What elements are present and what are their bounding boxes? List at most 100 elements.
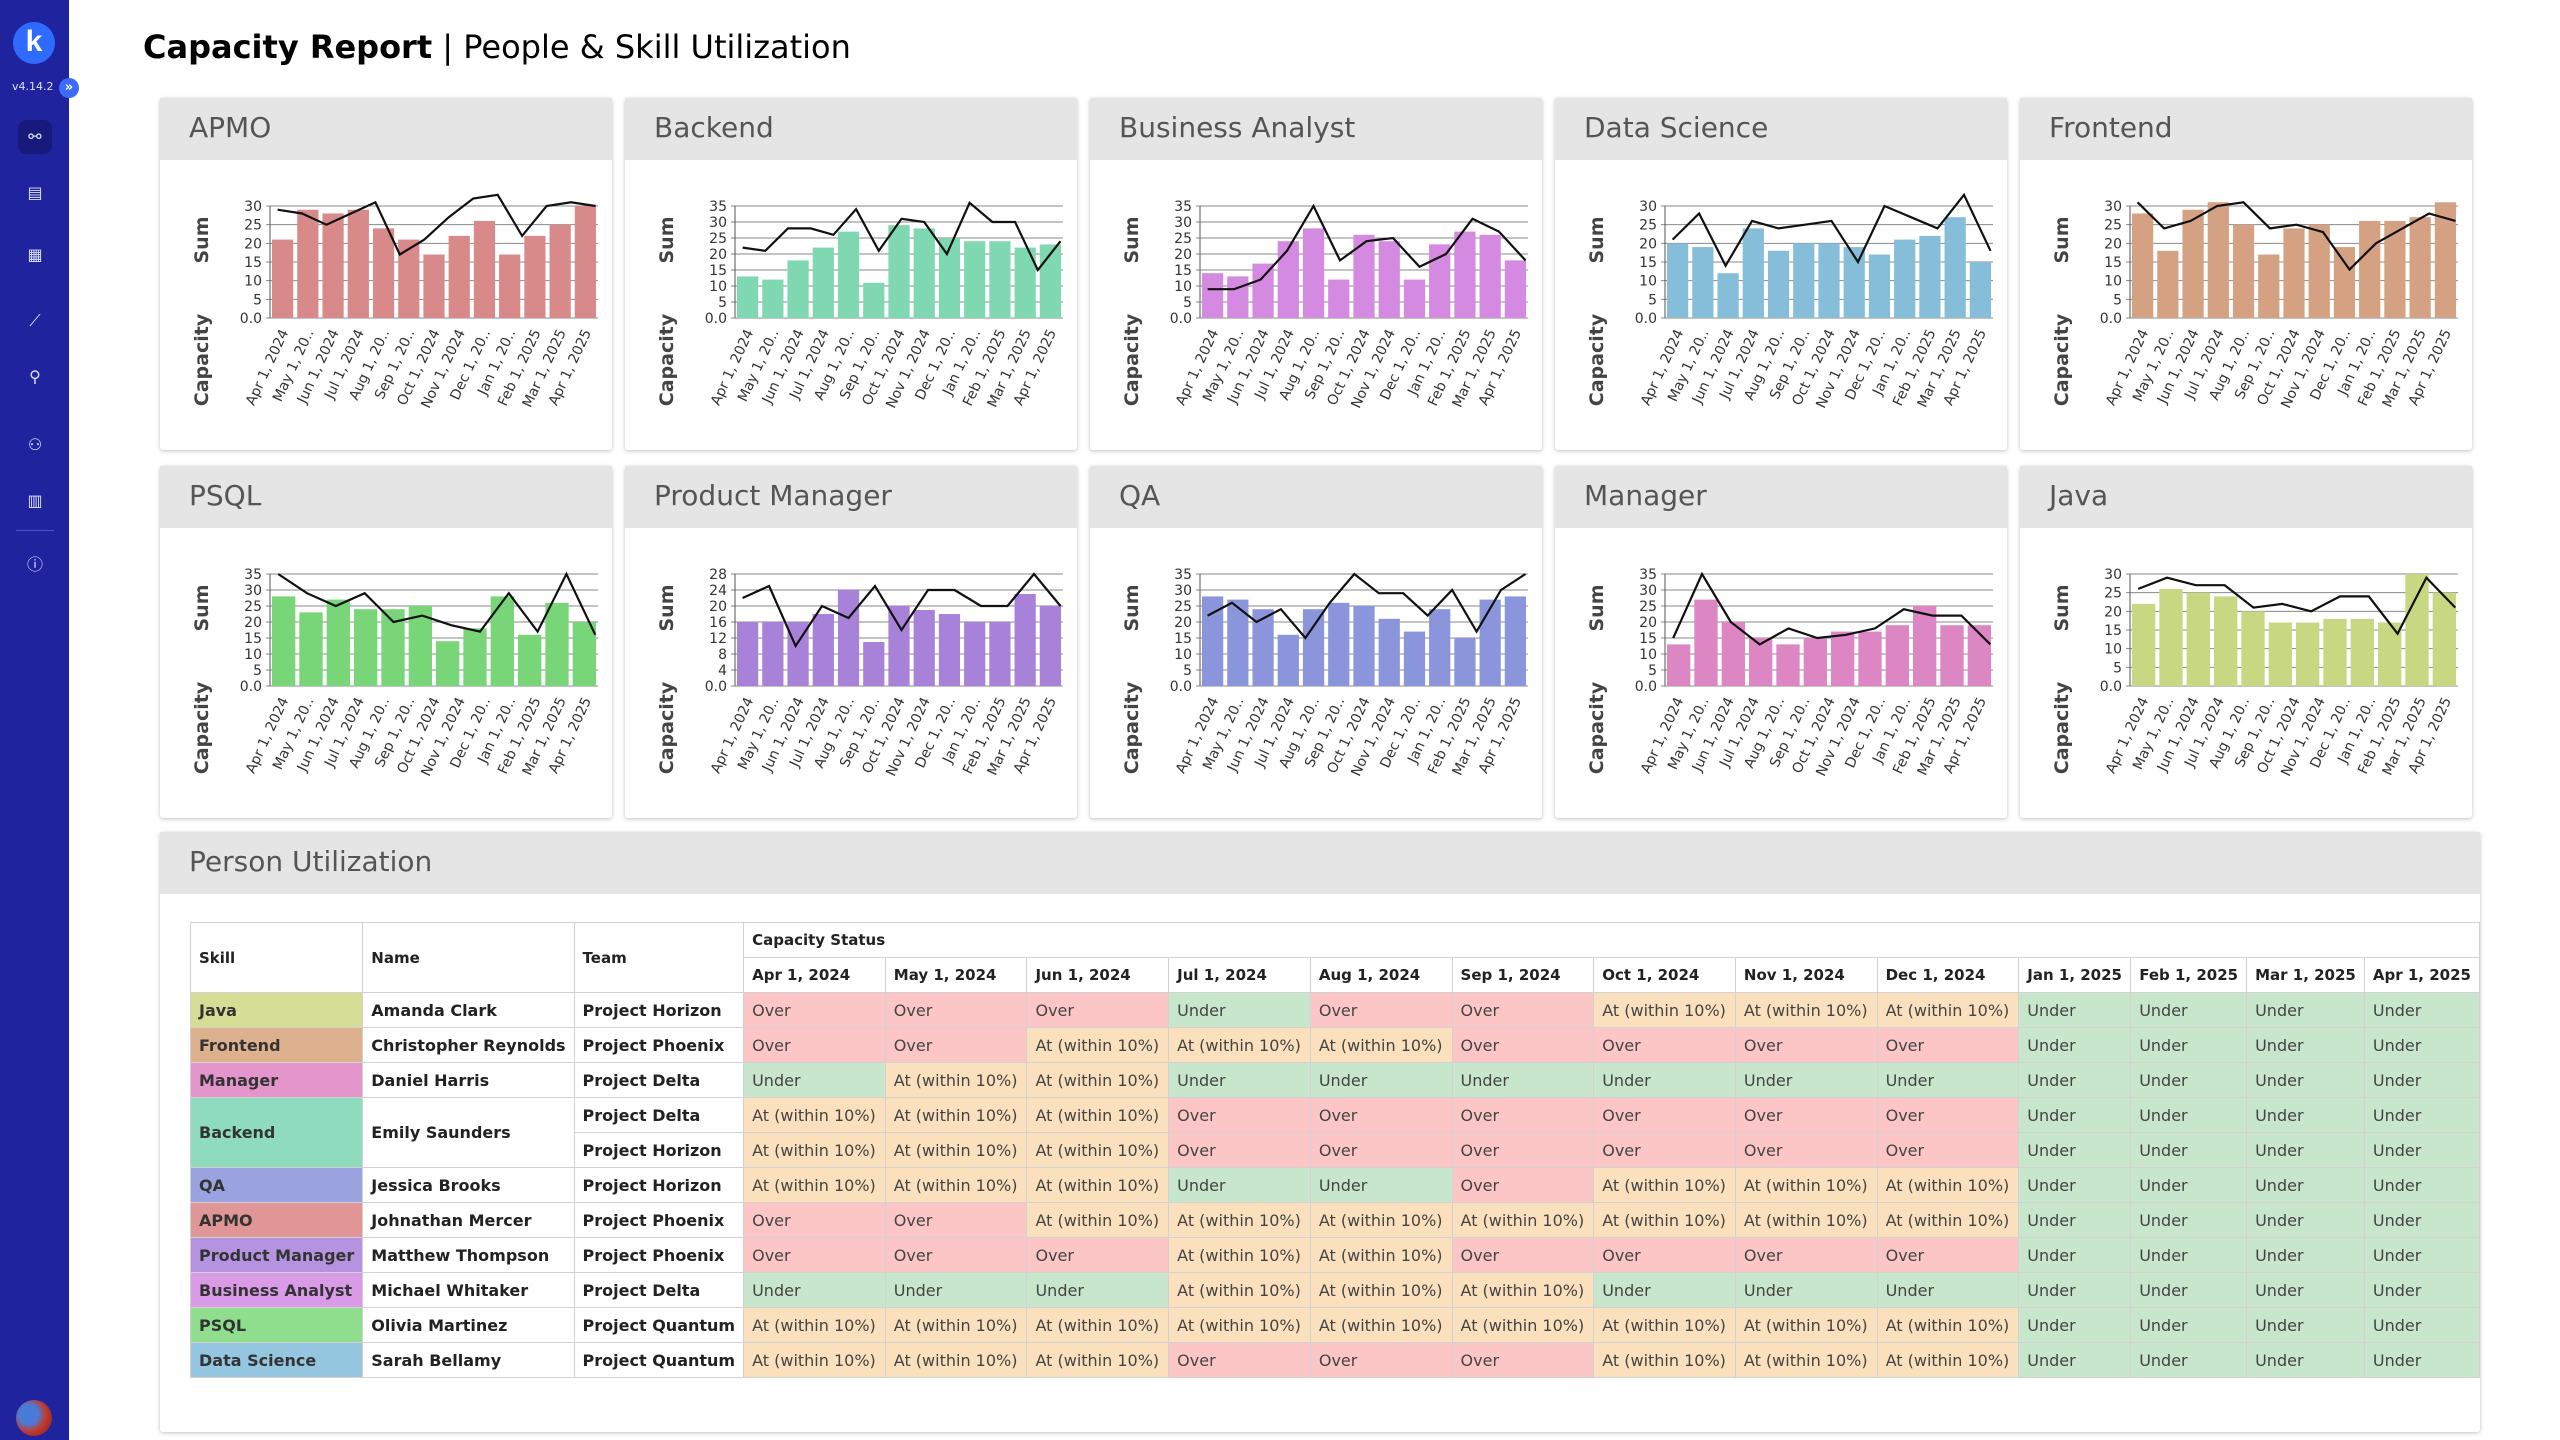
status-cell: Under — [2130, 1132, 2248, 1168]
name-cell: Emily Saunders — [362, 1097, 575, 1168]
plug-icon[interactable]: ⚲ — [29, 367, 41, 386]
chart-icon[interactable]: ⟋ — [29, 311, 41, 330]
users-icon[interactable]: ⚇ — [27, 435, 43, 454]
status-cell: At (within 10%) — [884, 1062, 1028, 1098]
bar — [913, 228, 935, 318]
status-cell: Under — [1593, 1272, 1736, 1308]
skill-cell: Backend — [189, 1097, 364, 1168]
bar — [1894, 239, 1916, 318]
y-tick-label: 25 — [1174, 599, 1192, 615]
briefcase-icon[interactable]: ▤ — [27, 183, 43, 202]
bar — [372, 228, 395, 318]
status-cell: Over — [1309, 1132, 1453, 1168]
table-row[interactable]: Business Analyst Michael Whitaker Project … — [189, 1272, 2481, 1308]
status-cell: Under — [2363, 1272, 2481, 1308]
panel-title: Person Utilization — [189, 845, 433, 878]
team-cell: Project Horizon — [573, 1132, 745, 1168]
name-cell: Amanda Clark — [362, 992, 575, 1028]
status-cell: Over — [1593, 1027, 1736, 1063]
y-tick-label: 30 — [1174, 215, 1192, 231]
table-row[interactable]: Product Manager Matthew Thompson Project P… — [189, 1237, 2481, 1273]
bar — [1913, 606, 1937, 686]
table-row[interactable]: Project Horizon At (within 10%) At (within… — [191, 1132, 2481, 1168]
status-cell: Under — [1734, 1272, 1878, 1308]
status-cell: Under — [2130, 992, 2248, 1028]
network-icon[interactable]: ⚯ — [18, 120, 52, 154]
user-avatar[interactable] — [16, 1400, 52, 1436]
status-cell: Over — [743, 1202, 886, 1238]
table-row[interactable]: Frontend Christopher Reynolds Project Phoe… — [189, 1027, 2481, 1063]
status-cell: Over — [1593, 1237, 1736, 1273]
bar — [1858, 631, 1882, 686]
table-row[interactable]: PSQL Olivia Martinez Project Quantum At (wi… — [189, 1307, 2481, 1343]
status-cell: Under — [2246, 1132, 2365, 1168]
person-utilization-panel: Person Utilization Skill Name Team Capacity… — [160, 832, 2481, 1432]
y-tick-label: 24 — [709, 583, 727, 599]
header-month: Jun 1, 2024 — [1026, 957, 1170, 993]
y-tick-label: 0.0 — [1635, 679, 1657, 695]
table-row[interactable]: Data Science Sarah Bellamy Project Quantum… — [189, 1342, 2481, 1378]
table-row[interactable]: QA Jessica Brooks Project Horizon At (withi… — [189, 1167, 2481, 1203]
status-cell: Under — [2018, 1167, 2132, 1203]
panel-header: Person Utilization — [160, 832, 2480, 894]
status-cell: Over — [1593, 1097, 1736, 1133]
bar — [737, 622, 759, 686]
skill-cell: Manager — [189, 1062, 364, 1098]
status-cell: Under — [1876, 1062, 2020, 1098]
info-icon[interactable]: ⓘ — [26, 555, 43, 574]
table-row[interactable]: Backend Emily Saunders Project Delta At (wi… — [189, 1097, 2481, 1168]
status-cell: Under — [1876, 1272, 2020, 1308]
chart-title: QA — [1119, 479, 1161, 512]
y-tick-label: 15 — [1639, 255, 1657, 271]
bar — [499, 254, 521, 318]
bar — [1868, 254, 1891, 318]
table-row[interactable]: APMO Johnathan Mercer Project Phoenix Over O… — [189, 1202, 2481, 1238]
status-cell: At (within 10%) — [1876, 1342, 2020, 1378]
y-axis-label-sum: Sum — [191, 216, 213, 263]
bar — [913, 610, 935, 686]
y-tick-label: 5 — [1183, 295, 1192, 311]
capacity-line — [277, 571, 597, 636]
sidebar-collapse-button[interactable]: » — [59, 78, 79, 98]
status-cell: At (within 10%) — [1734, 1342, 1878, 1378]
skill-cell: Product Manager — [189, 1237, 364, 1273]
panel-header: Business Analyst — [1090, 98, 1542, 160]
bar — [1227, 276, 1249, 318]
table-row[interactable]: Java Amanda Clark Project Horizon Over Over O… — [189, 992, 2481, 1028]
status-cell: At (within 10%) — [1593, 1342, 1736, 1378]
y-axis-label-sum: Sum — [2051, 216, 2073, 263]
building-icon[interactable]: ▥ — [27, 491, 43, 510]
status-cell: Under — [743, 1272, 886, 1308]
y-tick-label: 15 — [244, 631, 262, 647]
bar — [1969, 262, 1991, 318]
status-cell: Under — [1168, 1062, 1311, 1098]
bar — [1403, 279, 1426, 318]
y-tick-label: 16 — [709, 615, 727, 631]
bar — [1277, 634, 1299, 686]
header-month: Apr 1, 2024 — [743, 957, 886, 993]
capacity-line — [1207, 572, 1527, 640]
y-tick-label: 0.0 — [2100, 311, 2122, 327]
y-axis-label-sum: Sum — [1121, 216, 1143, 263]
status-cell: At (within 10%) — [1168, 1027, 1311, 1063]
chart-panel-qa: QA Sum Capacity 0.0 5 10 15 20 25 30 35 Apr 1, 2024… — [1090, 466, 1542, 818]
bar — [326, 599, 350, 686]
table-row[interactable]: Manager Daniel Harris Project Delta Under At… — [189, 1062, 2481, 1098]
status-cell: At (within 10%) — [1451, 1272, 1595, 1308]
app-logo[interactable]: k — [13, 22, 55, 64]
y-tick-label: 30 — [1639, 199, 1657, 215]
bar — [2432, 592, 2456, 686]
calendar-icon[interactable]: ▦ — [27, 245, 43, 264]
y-axis-label-sum: Sum — [2051, 584, 2073, 631]
y-tick-label: 25 — [2104, 218, 2122, 234]
y-tick-label: 10 — [2104, 642, 2122, 658]
y-axis-label-capacity: Capacity — [191, 313, 213, 406]
status-cell: At (within 10%) — [884, 1167, 1028, 1203]
bar — [812, 614, 834, 686]
skill-cell: Business Analyst — [189, 1272, 364, 1308]
y-tick-label: 20 — [709, 247, 727, 263]
y-tick-label: 25 — [709, 231, 727, 247]
y-axis-label-sum: Sum — [1586, 584, 1608, 631]
status-cell: Over — [1734, 1027, 1878, 1063]
panel-header: PSQL — [160, 466, 612, 528]
